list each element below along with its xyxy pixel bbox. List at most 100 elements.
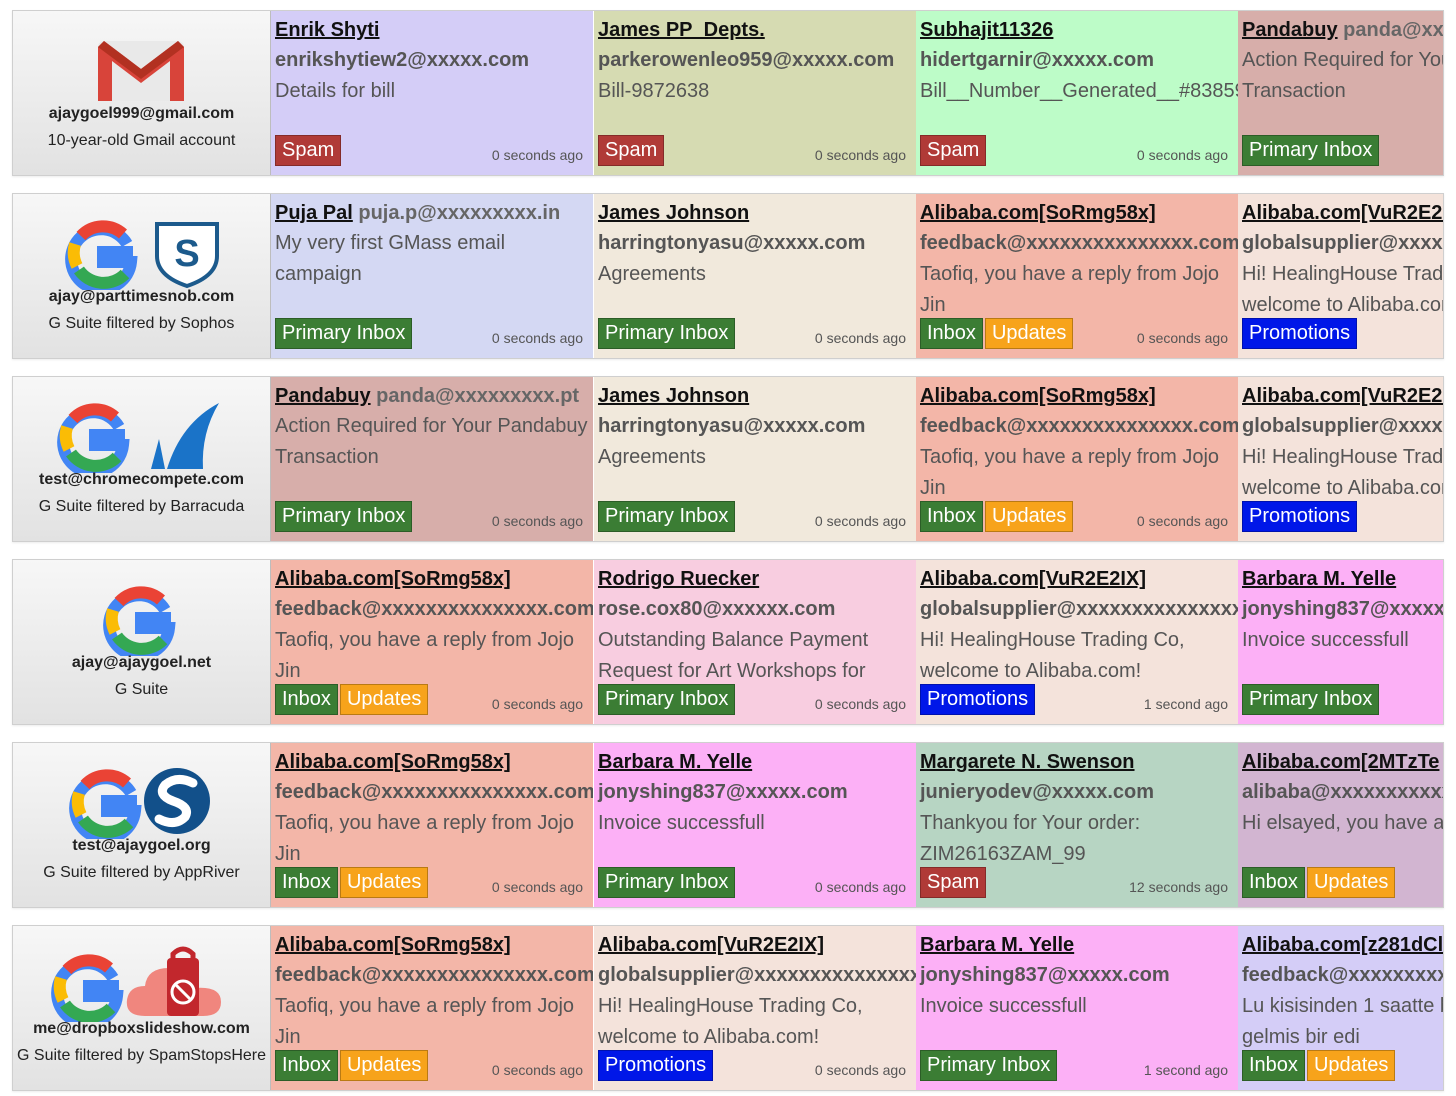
sender-address: jonyshing837@xxxxx.com xyxy=(598,781,848,803)
gmail-icon xyxy=(13,31,270,107)
message-cell[interactable]: Barbara M. Yelle jonyshing837@xxxxx.com In… xyxy=(1238,560,1443,724)
tag-promo: Promotions xyxy=(598,1050,714,1081)
sender-name[interactable]: Alibaba.com[z281dCl xyxy=(1242,934,1444,956)
tag-inbox: Primary Inbox xyxy=(598,867,736,898)
tag-spam: Spam xyxy=(920,867,987,898)
delivery-time: 0 seconds ago xyxy=(1136,513,1228,529)
sender-name[interactable]: Barbara M. Yelle xyxy=(598,751,753,773)
sender-name[interactable]: Barbara M. Yelle xyxy=(920,934,1075,956)
sender-name[interactable]: Alibaba.com[SoRmg58x] xyxy=(275,568,511,590)
tag-inbox: Inbox xyxy=(920,501,983,532)
sender-line: Alibaba.com[VuR2E2IX] xyxy=(1242,198,1443,228)
sender-name[interactable]: Alibaba.com[VuR2E2IX] xyxy=(598,934,824,956)
message-cell[interactable]: Alibaba.com[VuR2E2IX] globalsupplier@xxxx… xyxy=(916,560,1238,724)
sender-line: Rodrigo Ruecker xyxy=(598,564,916,594)
sender-line: James Johnson xyxy=(598,198,916,228)
email-subject: Taofiq, you have a reply from Jojo Jin xyxy=(920,446,1220,499)
message-cell[interactable]: Margarete N. Swenson junieryodev@xxxxx.co… xyxy=(916,743,1238,907)
tag-group: Primary Inbox xyxy=(920,1050,1059,1081)
tag-inbox: Primary Inbox xyxy=(598,501,736,532)
message-cell[interactable]: Pandabuy panda@xxxxxxxxx.pt Action Requir… xyxy=(271,377,593,541)
sender-name[interactable]: Pandabuy xyxy=(275,385,371,407)
sender-name[interactable]: Alibaba.com[SoRmg58x] xyxy=(920,385,1156,407)
message-cell[interactable]: Alibaba.com[VuR2E2IX] globalsupplier@xxxx… xyxy=(594,926,916,1090)
account-description: G Suite xyxy=(114,681,169,698)
tag-inbox: Primary Inbox xyxy=(598,318,736,349)
tag-group: Primary Inbox xyxy=(275,501,414,532)
delivery-time: 0 seconds ago xyxy=(814,513,906,529)
sender-line: Alibaba.com[VuR2E2IX] xyxy=(1242,381,1443,411)
tag-group: Inbox Updates xyxy=(275,684,430,715)
email-subject: Invoice successfull xyxy=(598,812,765,834)
sender-name[interactable]: Alibaba.com[VuR2E2IX] xyxy=(1242,202,1443,224)
message-cell[interactable]: Alibaba.com[SoRmg58x] feedback@xxxxxxxxxx… xyxy=(271,743,593,907)
sender-name[interactable]: Subhajit11326 xyxy=(920,19,1054,41)
tag-promo: Promotions xyxy=(1242,501,1358,532)
tag-inbox: Primary Inbox xyxy=(598,684,736,715)
sender-line: Margarete N. Swenson xyxy=(920,747,1238,777)
tag-group: Primary Inbox xyxy=(1242,135,1381,166)
message-cell[interactable]: Alibaba.com[SoRmg58x] feedback@xxxxxxxxxx… xyxy=(916,194,1238,358)
sender-name[interactable]: Alibaba.com[SoRmg58x] xyxy=(275,934,511,956)
message-cell[interactable]: Alibaba.com[VuR2E2IX] globalsupplier@xxxx… xyxy=(1238,194,1443,358)
account-description: G Suite filtered by Barracuda xyxy=(38,498,245,515)
message-cell[interactable]: Rodrigo Ruecker rose.cox80@xxxxxx.com Outs… xyxy=(594,560,916,724)
message-cell[interactable]: Alibaba.com[VuR2E2IX] globalsupplier@xxxx… xyxy=(1238,377,1443,541)
sender-name[interactable]: Alibaba.com[VuR2E2IX] xyxy=(920,568,1146,590)
email-subject: Thankyou for Your order: ZIM26163ZAM_99 xyxy=(920,812,1141,865)
message-cell[interactable]: Alibaba.com[z281dCl feedback@xxxxxxxxxxxx… xyxy=(1238,926,1444,1090)
message-cell[interactable]: Pandabuy panda@xxxxxxxxx.pt Action Requir… xyxy=(1238,11,1443,175)
message-cell[interactable]: Barbara M. Yelle jonyshing837@xxxxx.com In… xyxy=(916,926,1238,1090)
email-subject: Action Required for Your Pandabuy Transa… xyxy=(275,415,588,468)
tag-inbox: Primary Inbox xyxy=(1242,135,1380,166)
message-cell[interactable]: Subhajit11326 hidertgarnir@xxxxx.com Bill_… xyxy=(916,11,1238,175)
sender-name[interactable]: Enrik Shyti xyxy=(275,19,380,41)
sender-name[interactable]: James Johnson xyxy=(598,385,750,407)
message-cell[interactable]: Alibaba.com[SoRmg58x] feedback@xxxxxxxxxx… xyxy=(271,560,593,724)
sender-address: globalsupplier@xxxxxxxxxxxxxxx.com xyxy=(1242,415,1443,437)
sender-name[interactable]: Barbara M. Yelle xyxy=(1242,568,1397,590)
tag-updates: Updates xyxy=(984,318,1074,349)
message-cell[interactable]: Alibaba.com[SoRmg58x] feedback@xxxxxxxxxx… xyxy=(916,377,1238,541)
tag-group: Inbox Updates xyxy=(275,867,430,898)
account-row: me@dropboxslideshow.com G Suite filtered… xyxy=(12,925,1444,1091)
sender-name[interactable]: Alibaba.com[2MTzTe xyxy=(1242,751,1440,773)
sender-address: globalsupplier@xxxxxxxxxxxxxxx.com xyxy=(598,964,916,986)
email-subject: Hi elsayed, you have a waiting xyxy=(1242,812,1444,834)
email-subject: Invoice successfull xyxy=(1242,629,1409,651)
message-cell[interactable]: James Johnson harringtonyasu@xxxxx.com Agr… xyxy=(594,377,916,541)
sender-line: Enrik Shyti xyxy=(275,15,593,45)
sender-address: feedback@xxxxxxxxxxxxxxx.com xyxy=(920,232,1238,254)
tag-group: Primary Inbox xyxy=(598,684,737,715)
sender-name[interactable]: Rodrigo Ruecker xyxy=(598,568,760,590)
sender-name[interactable]: Margarete N. Swenson xyxy=(920,751,1135,773)
sender-name[interactable]: Alibaba.com[SoRmg58x] xyxy=(275,751,511,773)
sender-address: jonyshing837@xxxxx.com xyxy=(920,964,1170,986)
sender-name[interactable]: James PP_Depts. xyxy=(598,19,765,41)
sender-name[interactable]: Alibaba.com[SoRmg58x] xyxy=(920,202,1156,224)
message-cell[interactable]: Barbara M. Yelle jonyshing837@xxxxx.com In… xyxy=(594,743,916,907)
sender-name[interactable]: Pandabuy xyxy=(1242,19,1338,41)
sender-name[interactable]: James Johnson xyxy=(598,202,750,224)
tag-group: Promotions xyxy=(1242,318,1359,349)
sender-name[interactable]: Alibaba.com[VuR2E2IX] xyxy=(1242,385,1443,407)
delivery-time: 0 seconds ago xyxy=(491,696,583,712)
sender-address: junieryodev@xxxxx.com xyxy=(920,781,1155,803)
message-cell[interactable]: James PP_Depts. parkerowenleo959@xxxxx.co… xyxy=(594,11,916,175)
sender-name[interactable]: Puja Pal xyxy=(275,202,353,224)
delivery-time: 0 seconds ago xyxy=(491,513,583,529)
message-cell[interactable]: Alibaba.com[SoRmg58x] feedback@xxxxxxxxxx… xyxy=(271,926,593,1090)
tag-inbox: Inbox xyxy=(1242,1050,1305,1081)
tag-inbox: Primary Inbox xyxy=(1242,684,1380,715)
message-cell[interactable]: Alibaba.com[2MTzTe alibaba@xxxxxxxxxxxxxx… xyxy=(1238,743,1444,907)
tag-group: Primary Inbox xyxy=(598,501,737,532)
message-cell[interactable]: James Johnson harringtonyasu@xxxxx.com Agr… xyxy=(594,194,916,358)
sender-address: rose.cox80@xxxxxx.com xyxy=(598,598,836,620)
account-email: test@chromecompete.com xyxy=(39,471,244,488)
message-cell[interactable]: Enrik Shyti enrikshytiew2@xxxxx.com Detail… xyxy=(271,11,593,175)
email-subject: Taofiq, you have a reply from Jojo Jin xyxy=(275,629,575,682)
message-cell[interactable]: Puja Pal puja.p@xxxxxxxxx.in My very firs… xyxy=(271,194,593,358)
tag-spam: Spam xyxy=(598,135,665,166)
tag-inbox: Inbox xyxy=(275,1050,338,1081)
tag-promo: Promotions xyxy=(1242,318,1358,349)
